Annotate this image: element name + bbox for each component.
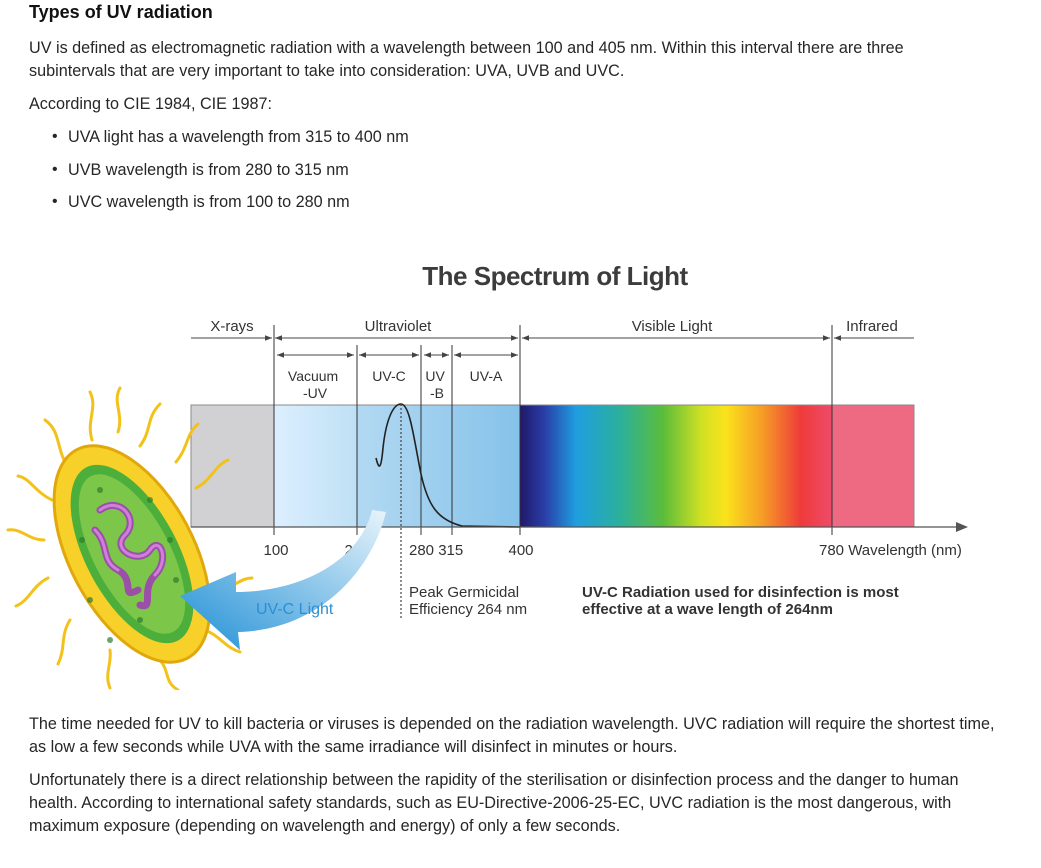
band-dividers: [273, 325, 833, 535]
infrared-band: [832, 405, 914, 527]
uvc-light-arrow: [180, 510, 386, 650]
tick-280-315: 280 315: [409, 542, 463, 559]
region-arrows: [191, 335, 914, 358]
section-heading: Types of UV radiation: [29, 2, 213, 22]
body-paragraph-2: Unfortunately there is a direct relation…: [29, 771, 959, 835]
label-uvb: UV -B: [425, 368, 448, 401]
spectrum-of-light-figure: The Spectrum of Light X-rays Ultraviolet…: [6, 261, 968, 690]
intro-paragraph: UV is defined as electromagnetic radiati…: [29, 39, 904, 80]
label-uva: UV-A: [470, 368, 503, 384]
body-paragraph-1: The time needed for UV to kill bacteria …: [29, 715, 995, 756]
disinfection-note: UV-C Radiation used for disinfection is …: [582, 584, 903, 618]
germicidal-curve: [375, 403, 521, 528]
peak-efficiency-label: Peak Germicidal Efficiency 264 nm: [409, 584, 527, 618]
uv-band: [357, 405, 520, 527]
bacterium-illustration: [6, 386, 254, 690]
uvc-light-label: UV-C Light: [256, 601, 334, 618]
tick-780-wavelength: 780 Wavelength (nm): [819, 542, 962, 559]
figure-title: The Spectrum of Light: [422, 261, 688, 291]
label-visible-light: Visible Light: [632, 318, 713, 335]
visible-band: [520, 405, 832, 527]
label-infrared: Infrared: [846, 318, 898, 335]
uv-types-list: UVA light has a wavelength from 315 to 4…: [50, 126, 409, 224]
label-xrays: X-rays: [210, 318, 253, 335]
label-ultraviolet: Ultraviolet: [365, 318, 433, 335]
list-item-uva: UVA light has a wavelength from 315 to 4…: [50, 126, 409, 159]
tick-400: 400: [508, 542, 533, 559]
tick-100: 100: [263, 542, 288, 559]
spectrum-band: [190, 404, 915, 528]
xray-band: [191, 405, 274, 527]
list-item-uvc: UVC wavelength is from 100 to 280 nm: [50, 191, 409, 224]
label-vacuum-uv: Vacuum -UV: [288, 368, 342, 401]
list-item-uvb: UVB wavelength is from 280 to 315 nm: [50, 159, 409, 192]
citation-paragraph: According to CIE 1984, CIE 1987:: [29, 95, 272, 113]
vacuum-uv-band: [274, 405, 357, 527]
label-uvc: UV-C: [372, 368, 405, 384]
